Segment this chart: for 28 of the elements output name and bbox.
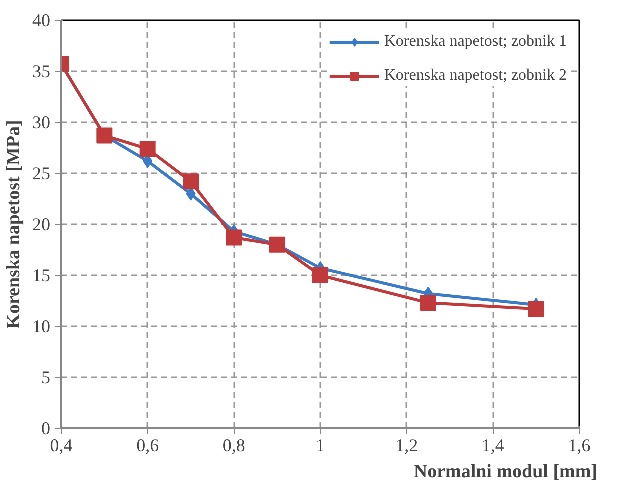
point (269, 236, 286, 253)
x-tick-label: 0,6 (136, 436, 160, 456)
legend-label: Korenska napetost; zobnik 1 (384, 33, 567, 51)
point (96, 128, 113, 144)
point (226, 230, 242, 246)
y-tick-label: 40 (32, 10, 50, 30)
y-tick-label: 15 (32, 266, 50, 286)
point (420, 295, 436, 312)
y-tick-label: 25 (32, 164, 50, 184)
y-tick-label: 5 (42, 368, 50, 388)
y-tick-label: 10 (32, 316, 50, 336)
x-tick-label: 0,4 (50, 436, 73, 456)
y-tick-label: 20 (32, 214, 50, 234)
y-tick-label: 35 (32, 62, 50, 82)
x-axis-title: Normalni modul [mm] (414, 462, 598, 482)
point (312, 268, 328, 284)
x-tick-label: 0,8 (222, 436, 246, 456)
point (140, 141, 156, 158)
y-tick-label: 0 (42, 418, 50, 438)
x-tick-label: 1,2 (396, 436, 418, 456)
y-axis-title: Korenska napetost [MPa] (4, 120, 24, 329)
y-tick-label: 30 (32, 112, 50, 132)
x-tick-label: 1,6 (568, 436, 591, 456)
x-tick-label: 1 (316, 436, 325, 456)
point (183, 174, 199, 190)
point (528, 301, 544, 318)
x-tick-label: 1,4 (482, 436, 504, 456)
legend-label: Korenska napetost; zobnik 2 (384, 67, 567, 85)
